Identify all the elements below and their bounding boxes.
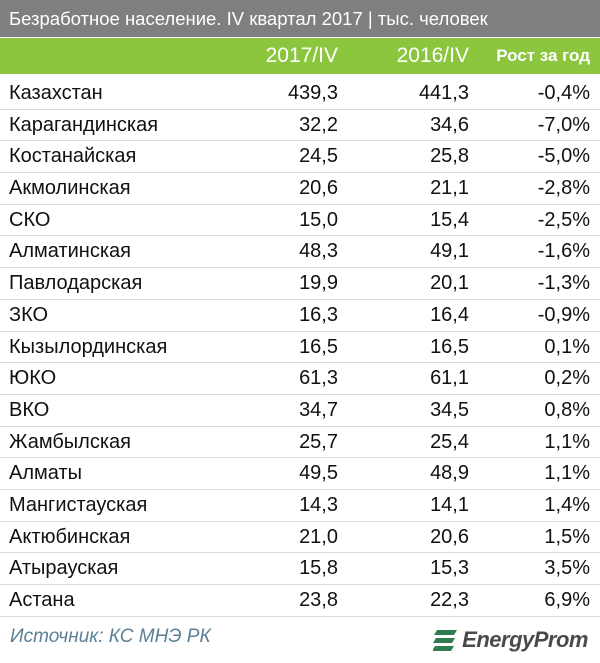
table-row: Акмолинская 20,6 21,1 -2,8% [0,173,600,205]
table-row: Мангистауская 14,3 14,1 1,4% [0,490,600,522]
value-2016: 14,1 [430,493,469,516]
value-2017: 19,9 [299,272,338,295]
value-2016: 49,1 [430,240,469,263]
value-2017: 16,3 [299,303,338,326]
table-title: Безработное население. IV квартал 2017 |… [0,0,600,37]
region-name: Павлодарская [9,272,143,295]
table-row: ВКО 34,7 34,5 0,8% [0,395,600,427]
column-header-2017: 2017/IV [265,44,338,67]
table-row: Казахстан 439,3 441,3 -0,4% [0,78,600,110]
energyprom-logo: EnergyProm [433,622,588,658]
value-2017: 16,5 [299,335,338,358]
value-2017: 14,3 [299,493,338,516]
value-2017: 20,6 [299,177,338,200]
value-2016: 25,8 [430,145,469,168]
growth-value: 0,1% [544,335,590,358]
growth-value: -1,6% [537,240,590,263]
value-2016: 16,5 [430,335,469,358]
value-2017: 49,5 [299,462,338,485]
table-row: Карагандинская 32,2 34,6 -7,0% [0,110,600,142]
value-2017: 34,7 [299,398,338,421]
growth-value: 1,1% [544,430,590,453]
value-2016: 48,9 [430,462,469,485]
value-2016: 15,3 [430,557,469,580]
growth-value: -2,5% [537,208,590,231]
region-name: Казахстан [9,82,103,104]
region-name: ЗКО [9,303,49,326]
table-row: Алматы 49,5 48,9 1,1% [0,458,600,490]
footer: Источник: КС МНЭ РК EnergyProm [0,618,600,663]
value-2016: 16,4 [430,303,469,326]
growth-value: 0,2% [544,367,590,390]
growth-value: 1,4% [544,493,590,516]
value-2016: 441,3 [418,82,469,104]
growth-value: -1,3% [537,272,590,295]
table-row: Костанайская 24,5 25,8 -5,0% [0,141,600,174]
column-header-growth: Рост за год [496,46,590,65]
value-2016: 15,4 [430,208,469,231]
growth-value: -5,0% [537,145,590,168]
value-2016: 61,1 [430,367,469,390]
source-note: Источник: КС МНЭ РК [10,626,211,647]
value-2016: 34,5 [430,398,469,421]
growth-value: 3,5% [544,557,590,580]
logo-text: EnergyProm [462,627,588,652]
table-row: Атырауская 15,8 15,3 3,5% [0,553,600,585]
table-row: ЮКО 61,3 61,1 0,2% [0,363,600,395]
value-2016: 21,1 [430,177,469,200]
value-2017: 15,0 [299,208,338,231]
table-row: ЗКО 16,3 16,4 -0,9% [0,300,600,332]
value-2016: 20,1 [430,272,469,295]
region-name: Алматинская [9,240,131,263]
region-name: Жамбылская [9,430,131,453]
growth-value: 1,1% [544,462,590,485]
region-name: Кызылординская [9,335,168,358]
region-name: Астана [9,589,75,611]
region-name: Акмолинская [9,177,131,200]
growth-value: -2,8% [537,177,590,200]
value-2017: 23,8 [299,589,338,611]
value-2017: 48,3 [299,240,338,263]
table-row: Актюбинская 21,0 20,6 1,5% [0,522,600,554]
value-2016: 20,6 [430,525,469,548]
region-name: Актюбинская [9,525,131,548]
value-2017: 24,5 [299,145,338,168]
value-2017: 439,3 [287,82,338,104]
growth-value: 0,8% [544,398,590,421]
column-header-2016: 2016/IV [396,44,469,67]
region-name: Алматы [9,462,82,485]
table-row: СКО 15,0 15,4 -2,5% [0,205,600,237]
table-body: Казахстан 439,3 441,3 -0,4% Карагандинская 32… [0,78,600,617]
growth-value: 1,5% [544,525,590,548]
region-name: СКО [9,208,51,231]
value-2017: 21,0 [299,525,338,548]
value-2016: 25,4 [430,430,469,453]
growth-value: -0,9% [537,303,590,326]
region-name: ВКО [9,398,50,421]
value-2017: 25,7 [299,430,338,453]
header-row: 2017/IV 2016/IV Рост за год [0,38,600,74]
region-name: Карагандинская [9,113,159,136]
table-row: Астана 23,8 22,3 6,9% [0,585,600,617]
energyprom-logo-icon [433,630,458,651]
region-name: Мангистауская [9,493,148,516]
table-row: Павлодарская 19,9 20,1 -1,3% [0,268,600,300]
region-name: ЮКО [9,367,57,390]
value-2016: 34,6 [430,113,469,136]
value-2017: 32,2 [299,113,338,136]
table-row: Жамбылская 25,7 25,4 1,1% [0,427,600,459]
growth-value: 6,9% [544,589,590,611]
region-name: Атырауская [9,557,119,580]
value-2017: 15,8 [299,557,338,580]
growth-value: -7,0% [537,113,590,136]
table-row: Алматинская 48,3 49,1 -1,6% [0,236,600,269]
value-2016: 22,3 [430,589,469,611]
region-name: Костанайская [9,145,137,168]
value-2017: 61,3 [299,367,338,390]
growth-value: -0,4% [537,82,590,104]
table-row: Кызылординская 16,5 16,5 0,1% [0,332,600,364]
